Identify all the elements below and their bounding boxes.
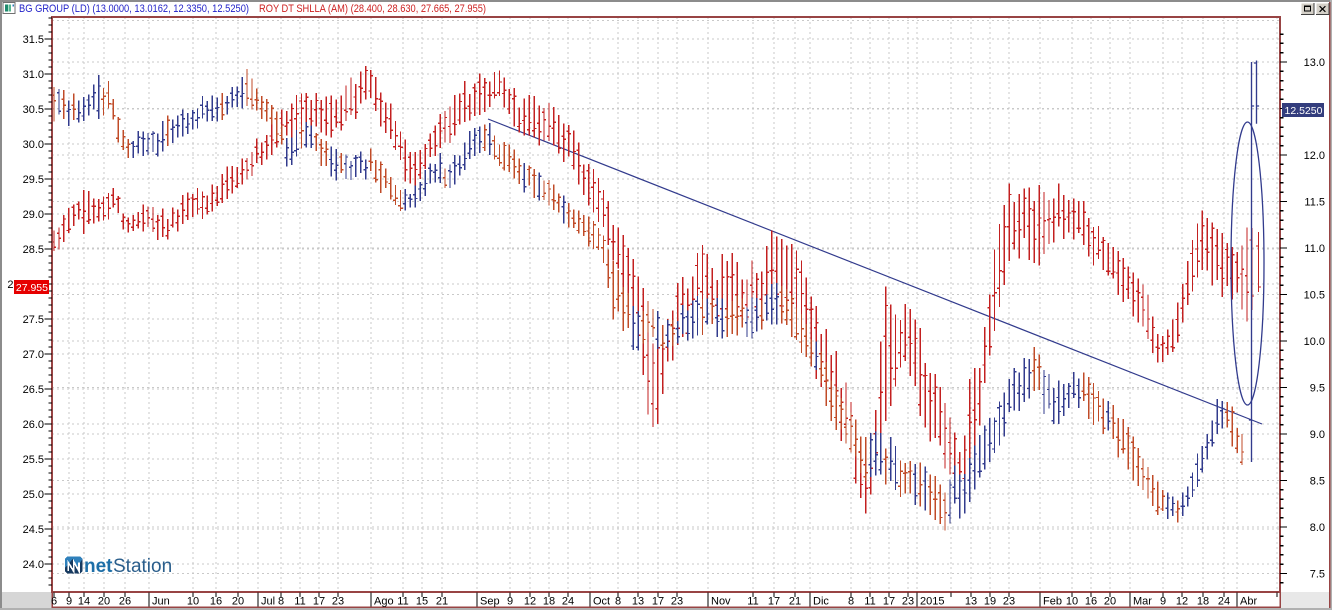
svg-text:8: 8 <box>615 596 621 608</box>
svg-text:Ago: Ago <box>374 596 394 608</box>
svg-text:16: 16 <box>210 596 222 608</box>
svg-text:9: 9 <box>507 596 513 608</box>
svg-text:9.0: 9.0 <box>1310 429 1325 441</box>
svg-text:10: 10 <box>1066 596 1078 608</box>
svg-text:24: 24 <box>562 596 574 608</box>
svg-text:8.5: 8.5 <box>1310 476 1325 488</box>
svg-text:13: 13 <box>632 596 644 608</box>
svg-text:24.5: 24.5 <box>23 524 44 536</box>
svg-text:24.0: 24.0 <box>23 559 44 571</box>
svg-text:21: 21 <box>436 596 448 608</box>
svg-text:9.5: 9.5 <box>1310 383 1325 395</box>
svg-text:9: 9 <box>66 596 72 608</box>
svg-text:Abr: Abr <box>1240 596 1257 608</box>
svg-text:11.0: 11.0 <box>1304 243 1325 255</box>
svg-text:19: 19 <box>984 596 996 608</box>
svg-text:13: 13 <box>965 596 977 608</box>
svg-text:27.5: 27.5 <box>23 314 44 326</box>
svg-text:14: 14 <box>78 596 90 608</box>
svg-text:11: 11 <box>747 596 758 608</box>
svg-text:28.5: 28.5 <box>23 244 44 256</box>
svg-text:net: net <box>84 556 113 577</box>
svg-text:23: 23 <box>902 596 914 608</box>
svg-text:Feb: Feb <box>1043 596 1062 608</box>
svg-text:11: 11 <box>864 596 875 608</box>
svg-text:12.5250: 12.5250 <box>1285 105 1323 117</box>
svg-text:31.5: 31.5 <box>23 34 44 46</box>
svg-text:18: 18 <box>1197 596 1209 608</box>
svg-text:Mar: Mar <box>1133 596 1152 608</box>
svg-text:Jun: Jun <box>152 596 170 608</box>
svg-text:29.5: 29.5 <box>23 174 44 186</box>
svg-text:Dic: Dic <box>813 596 829 608</box>
svg-text:15: 15 <box>416 596 428 608</box>
svg-text:20: 20 <box>98 596 110 608</box>
svg-text:26.5: 26.5 <box>23 384 44 396</box>
svg-text:20: 20 <box>1104 596 1116 608</box>
svg-text:Sep: Sep <box>480 596 500 608</box>
svg-text:29.0: 29.0 <box>23 209 44 221</box>
svg-text:17: 17 <box>313 596 325 608</box>
svg-text:7.5: 7.5 <box>1310 569 1325 581</box>
svg-text:ROY DT SHLLA (AM) (28.400, 28.: ROY DT SHLLA (AM) (28.400, 28.630, 27.66… <box>259 3 486 15</box>
svg-text:30.0: 30.0 <box>23 139 44 151</box>
svg-text:18: 18 <box>543 596 555 608</box>
svg-text:23: 23 <box>332 596 344 608</box>
svg-text:11: 11 <box>294 596 305 608</box>
svg-text:23: 23 <box>671 596 683 608</box>
svg-text:10.5: 10.5 <box>1304 290 1325 302</box>
svg-text:26: 26 <box>119 596 131 608</box>
svg-text:30.5: 30.5 <box>23 104 44 116</box>
svg-text:25.0: 25.0 <box>23 489 44 501</box>
svg-text:24: 24 <box>1218 596 1230 608</box>
svg-text:10: 10 <box>187 596 199 608</box>
svg-text:21: 21 <box>789 596 801 608</box>
svg-text:6: 6 <box>51 596 57 608</box>
svg-text:31.0: 31.0 <box>23 69 44 81</box>
svg-text:17: 17 <box>652 596 664 608</box>
svg-text:23: 23 <box>1003 596 1015 608</box>
svg-text:27.0: 27.0 <box>23 349 44 361</box>
svg-text:10.0: 10.0 <box>1304 336 1325 348</box>
svg-text:Jul: Jul <box>261 596 275 608</box>
svg-text:20: 20 <box>232 596 244 608</box>
svg-text:11.5: 11.5 <box>1304 197 1325 209</box>
svg-text:Oct: Oct <box>593 596 610 608</box>
svg-text:9: 9 <box>1160 596 1166 608</box>
svg-text:16: 16 <box>1085 596 1097 608</box>
svg-text:13.0: 13.0 <box>1304 57 1325 69</box>
svg-text:2015: 2015 <box>920 596 944 608</box>
svg-text:12: 12 <box>524 596 536 608</box>
svg-text:8: 8 <box>278 596 284 608</box>
svg-text:8.0: 8.0 <box>1310 522 1325 534</box>
svg-text:11: 11 <box>397 596 408 608</box>
svg-text:BG GROUP (LD) (13.0000, 13.016: BG GROUP (LD) (13.0000, 13.0162, 12.3350… <box>19 3 249 15</box>
svg-text:17: 17 <box>768 596 780 608</box>
svg-text:2: 2 <box>7 279 13 291</box>
svg-text:8: 8 <box>848 596 854 608</box>
svg-text:27.955: 27.955 <box>16 282 48 294</box>
svg-text:12: 12 <box>1176 596 1188 608</box>
svg-text:26.0: 26.0 <box>23 419 44 431</box>
svg-text:25.5: 25.5 <box>23 454 44 466</box>
svg-text:Station: Station <box>113 556 172 577</box>
svg-text:12.0: 12.0 <box>1304 150 1325 162</box>
svg-text:17: 17 <box>883 596 895 608</box>
svg-text:Nov: Nov <box>711 596 731 608</box>
